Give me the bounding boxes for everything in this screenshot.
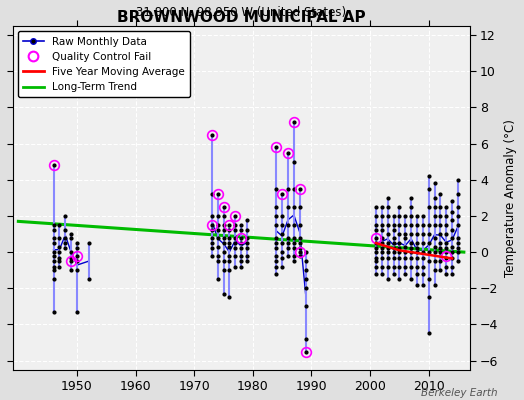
Text: 31.800 N, 98.950 W (United States): 31.800 N, 98.950 W (United States) [136, 6, 346, 19]
Text: Berkeley Earth: Berkeley Earth [421, 388, 498, 398]
Legend: Raw Monthly Data, Quality Control Fail, Five Year Moving Average, Long-Term Tren: Raw Monthly Data, Quality Control Fail, … [18, 31, 190, 97]
Title: BROWNWOOD MUNICIPAL AP: BROWNWOOD MUNICIPAL AP [117, 10, 365, 25]
Y-axis label: Temperature Anomaly (°C): Temperature Anomaly (°C) [504, 119, 517, 277]
